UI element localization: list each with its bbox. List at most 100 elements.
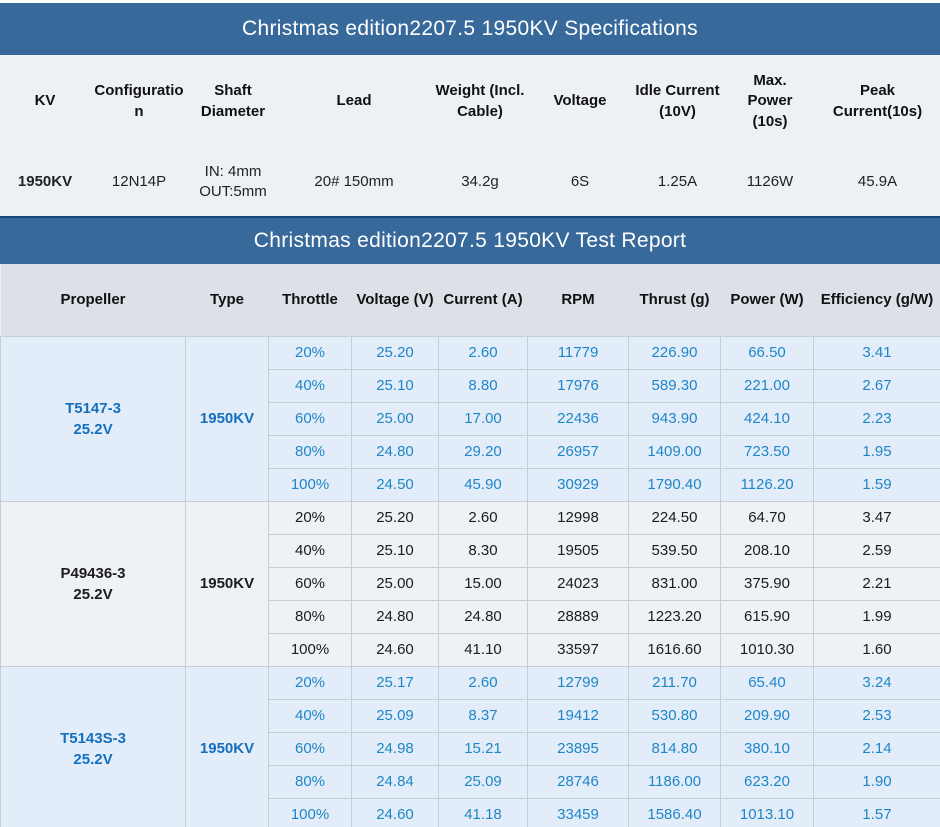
report-cell-rpm: 22436	[527, 401, 629, 436]
propeller-cell: T5143S-3 25.2V	[0, 665, 186, 827]
report-header-power: Power (W)	[720, 264, 814, 336]
report-cell-current: 29.20	[438, 434, 528, 469]
report-cell-power: 66.50	[720, 335, 814, 370]
report-cell-throttle: 40%	[268, 533, 352, 568]
report-row: P49436-3 25.2V 1950KV 20% 25.20 2.60 12998 224…	[0, 500, 940, 667]
report-cell-efficiency: 2.21	[813, 566, 940, 601]
report-cell-efficiency: 1.95	[813, 434, 940, 469]
report-row: 40% 25.10 8.30 19505 539.50 208.10 2.59	[1, 533, 940, 568]
report-cell-power: 65.40	[720, 665, 814, 700]
report-cell-throttle: 80%	[268, 434, 352, 469]
propeller-cell: P49436-3 25.2V	[0, 500, 186, 667]
report-cell-rpm: 17976	[527, 368, 629, 403]
report-row: 60% 25.00 15.00 24023 831.00 375.90 2.21	[1, 566, 940, 601]
spec-header-row: KV Configuration Shaft Diameter Lead Wei…	[0, 55, 940, 148]
report-cell-efficiency: 1.99	[813, 599, 940, 634]
report-cell-thrust: 1223.20	[628, 599, 721, 634]
report-cell-current: 8.80	[438, 368, 528, 403]
report-row: 60% 25.00 17.00 22436 943.90 424.10 2.23	[1, 401, 940, 436]
report-header-throttle: Throttle	[268, 264, 352, 336]
report-cell-power: 424.10	[720, 401, 814, 436]
report-row: T5147-3 25.2V 1950KV 20% 25.20 2.60 11779 226.…	[0, 335, 940, 502]
report-cell-throttle: 40%	[268, 368, 352, 403]
report-cell-efficiency: 3.41	[813, 335, 940, 370]
report-cell-efficiency: 2.14	[813, 731, 940, 766]
report-cell-current: 17.00	[438, 401, 528, 436]
report-cell-power: 380.10	[720, 731, 814, 766]
report-cell-power: 1013.10	[720, 797, 814, 827]
report-cell-voltage: 24.60	[351, 632, 439, 667]
report-cell-efficiency: 2.67	[813, 368, 940, 403]
report-row: 100% 24.60 41.18 33459 1586.40 1013.10 1.57	[1, 797, 940, 827]
report-cell-voltage: 24.80	[351, 599, 439, 634]
report-cell-throttle: 60%	[268, 731, 352, 766]
report-cell-throttle: 60%	[268, 566, 352, 601]
report-cell-voltage: 25.10	[351, 368, 439, 403]
report-header-thrust: Thrust (g)	[628, 264, 721, 336]
report-cell-efficiency: 3.47	[813, 500, 940, 535]
report-cell-rpm: 19505	[527, 533, 629, 568]
spec-value-max-power: 1126W	[746, 172, 794, 190]
report-row: 100% 24.60 41.10 33597 1616.60 1010.30 1.60	[1, 632, 940, 667]
report-cell-voltage: 25.20	[351, 335, 439, 370]
report-cell-current: 2.60	[438, 335, 528, 370]
report-cell-thrust: 831.00	[628, 566, 721, 601]
report-cell-rpm: 28746	[527, 764, 629, 799]
spec-table: KV Configuration Shaft Diameter Lead Wei…	[0, 55, 940, 216]
report-cell-throttle: 100%	[268, 797, 352, 827]
report-row: 80% 24.80 29.20 26957 1409.00 723.50 1.95	[1, 434, 940, 469]
report-cell-throttle: 100%	[268, 632, 352, 667]
spec-header-max-power: Max. Power (10s)	[747, 72, 793, 130]
report-cell-rpm: 26957	[527, 434, 629, 469]
report-cell-rpm: 28889	[527, 599, 629, 634]
report-cell-voltage: 24.84	[351, 764, 439, 799]
report-cell-power: 1010.30	[720, 632, 814, 667]
spec-title-bar: Christmas edition2207.5 1950KV Specifica…	[0, 3, 940, 55]
type-cell: 1950KV	[185, 665, 269, 827]
spec-value-configuration: 12N14P	[111, 172, 167, 190]
report-cell-rpm: 30929	[527, 467, 629, 502]
spec-value-idle-current: 1.25A	[657, 172, 698, 190]
report-cell-thrust: 1409.00	[628, 434, 721, 469]
report-header-voltage: Voltage (V)	[351, 264, 439, 336]
report-cell-power: 615.90	[720, 599, 814, 634]
report-cell-power: 623.20	[720, 764, 814, 799]
spec-value-kv: 1950KV	[17, 172, 73, 190]
report-cell-throttle: 20%	[268, 500, 352, 535]
report-cell-rpm: 23895	[527, 731, 629, 766]
report-cell-rpm: 19412	[527, 698, 629, 733]
report-header-efficiency: Efficiency (g/W)	[813, 264, 940, 336]
type-cell: 1950KV	[185, 500, 269, 667]
report-table: Propeller Type Throttle Voltage (V) Curr…	[0, 264, 940, 827]
report-cell-current: 15.00	[438, 566, 528, 601]
report-cell-thrust: 1616.60	[628, 632, 721, 667]
spec-header-weight: Weight (Incl. Cable)	[435, 82, 525, 120]
spec-header-idle-current: Idle Current (10V)	[635, 82, 720, 120]
report-cell-throttle: 80%	[268, 599, 352, 634]
report-cell-power: 64.70	[720, 500, 814, 535]
report-cell-current: 15.21	[438, 731, 528, 766]
report-cell-efficiency: 2.53	[813, 698, 940, 733]
report-row: 40% 25.10 8.80 17976 589.30 221.00 2.67	[1, 368, 940, 403]
report-cell-voltage: 24.50	[351, 467, 439, 502]
report-header-propeller: Propeller	[0, 264, 186, 336]
spec-header-lead: Lead	[336, 92, 372, 110]
report-cell-power: 208.10	[720, 533, 814, 568]
report-cell-efficiency: 2.23	[813, 401, 940, 436]
report-header-row: Propeller Type Throttle Voltage (V) Curr…	[0, 264, 940, 336]
report-cell-efficiency: 1.90	[813, 764, 940, 799]
propeller-cell: T5147-3 25.2V	[0, 335, 186, 502]
report-row: 60% 24.98 15.21 23895 814.80 380.10 2.14	[1, 731, 940, 766]
report-cell-efficiency: 3.24	[813, 665, 940, 700]
report-cell-current: 8.37	[438, 698, 528, 733]
report-cell-thrust: 1586.40	[628, 797, 721, 827]
report-cell-rpm: 11779	[527, 335, 629, 370]
report-cell-power: 1126.20	[720, 467, 814, 502]
report-cell-power: 723.50	[720, 434, 814, 469]
report-cell-voltage: 25.00	[351, 401, 439, 436]
report-cell-current: 41.18	[438, 797, 528, 827]
report-cell-rpm: 24023	[527, 566, 629, 601]
spec-header-voltage: Voltage	[553, 92, 607, 110]
report-row: T5143S-3 25.2V 1950KV 20% 25.17 2.60 12799 211…	[0, 665, 940, 827]
